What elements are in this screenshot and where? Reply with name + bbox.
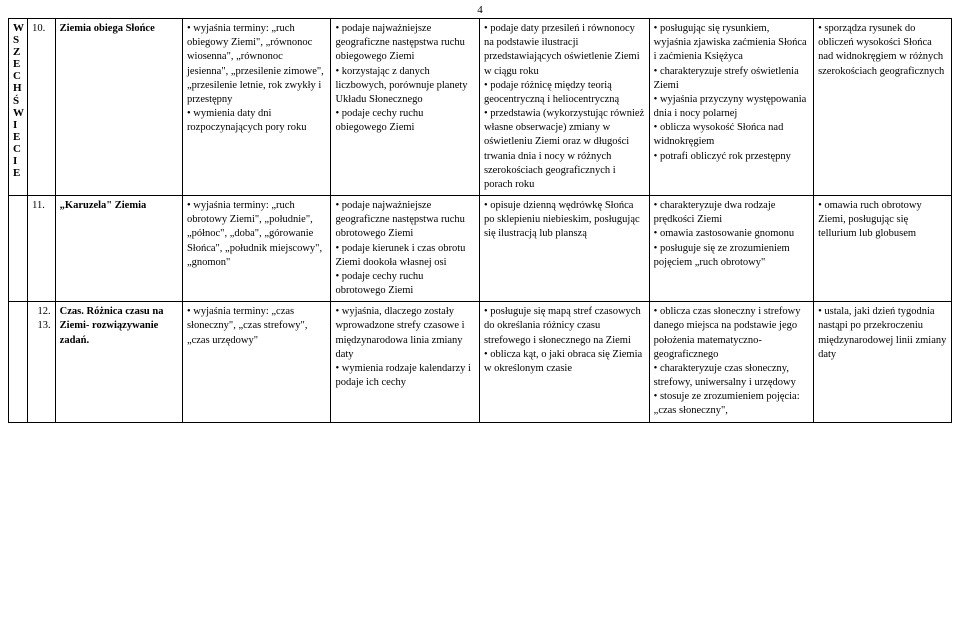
cell-col5: omawia ruch obrotowy Ziemi, posługując s… bbox=[814, 196, 952, 302]
bullet-item: posługując się rysunkiem, wyjaśnia zjawi… bbox=[654, 22, 809, 65]
bullet-item: omawia ruch obrotowy Ziemi, posługując s… bbox=[818, 199, 947, 242]
cell-col1: wyjaśnia terminy: „ruch obrotowy Ziemi",… bbox=[182, 196, 331, 302]
cell-col2: podaje najważniejsze geograficzne następ… bbox=[331, 196, 480, 302]
table-row: 12.13. Czas. Różnica czasu na Ziemi- roz… bbox=[9, 302, 952, 422]
bullet-item: omawia zastosowanie gnomonu bbox=[654, 227, 809, 241]
row-topic: Ziemia obiega Słońce bbox=[55, 19, 182, 196]
bullet-item: wyjaśnia, dlaczego zostały wprowadzone s… bbox=[335, 305, 475, 362]
empty-side bbox=[9, 302, 28, 422]
table-row: 11. „Karuzela" Ziemia wyjaśnia terminy: … bbox=[9, 196, 952, 302]
cell-col1: wyjaśnia terminy: „czas słoneczny", „cza… bbox=[182, 302, 331, 422]
cell-col4: charakteryzuje dwa rodzaje prędkości Zie… bbox=[649, 196, 813, 302]
bullet-item: podaje cechy ruchu obrotowego Ziemi bbox=[335, 270, 475, 298]
bullet-item: wymienia rodzaje kalendarzy i podaje ich… bbox=[335, 362, 475, 390]
cell-col3: opisuje dzienną wędrówkę Słońca po sklep… bbox=[479, 196, 649, 302]
bullet-item: wyjaśnia terminy: „ruch obiegowy Ziemi",… bbox=[187, 22, 327, 107]
table-row: WSZECHŚWIECIE 10. Ziemia obiega Słońce w… bbox=[9, 19, 952, 196]
topic-title: Ziemia obiega Słońce bbox=[60, 23, 155, 34]
cell-col5: sporządza rysunek do obliczeń wysokości … bbox=[814, 19, 952, 196]
bullet-item: oblicza czas słoneczny i strefowy danego… bbox=[654, 305, 809, 362]
cell-col2: podaje najważniejsze geograficzne następ… bbox=[331, 19, 480, 196]
bullet-item: charakteryzuje strefy oświetlenia Ziemi bbox=[654, 65, 809, 93]
bullet-item: wyjaśnia przyczyny występowania dnia i n… bbox=[654, 93, 809, 121]
bullet-item: ustala, jaki dzień tygodnia nastąpi po p… bbox=[818, 305, 947, 362]
bullet-item: charakteryzuje czas słoneczny, strefowy,… bbox=[654, 362, 809, 390]
section-side-label: WSZECHŚWIECIE bbox=[9, 19, 28, 196]
bullet-item: podaje kierunek i czas obrotu Ziemi dook… bbox=[335, 242, 475, 270]
row-number: 11. bbox=[28, 196, 56, 302]
bullet-item: charakteryzuje dwa rodzaje prędkości Zie… bbox=[654, 199, 809, 227]
curriculum-table: WSZECHŚWIECIE 10. Ziemia obiega Słońce w… bbox=[8, 18, 952, 423]
bullet-item: korzystając z danych liczbowych, porównu… bbox=[335, 65, 475, 108]
bullet-item: wymienia daty dni rozpoczynających pory … bbox=[187, 107, 327, 135]
topic-title: „Karuzela" Ziemia bbox=[60, 200, 147, 211]
bullet-item: opisuje dzienną wędrówkę Słońca po sklep… bbox=[484, 199, 645, 242]
row-number: 10. bbox=[28, 19, 56, 196]
bullet-item: podaje daty przesileń i równonocy na pod… bbox=[484, 22, 645, 79]
bullet-item: potrafi obliczyć rok przestępny bbox=[654, 150, 809, 164]
bullet-item: podaje najważniejsze geograficzne następ… bbox=[335, 199, 475, 242]
empty-side bbox=[9, 196, 28, 302]
cell-col4: oblicza czas słoneczny i strefowy danego… bbox=[649, 302, 813, 422]
cell-col3: podaje daty przesileń i równonocy na pod… bbox=[479, 19, 649, 196]
bullet-item: wyjaśnia terminy: „czas słoneczny", „cza… bbox=[187, 305, 327, 348]
cell-col3: posługuje się mapą stref czasowych do ok… bbox=[479, 302, 649, 422]
bullet-item: stosuje ze zrozumieniem pojęcia: „czas s… bbox=[654, 390, 809, 418]
cell-col5: ustala, jaki dzień tygodnia nastąpi po p… bbox=[814, 302, 952, 422]
bullet-item: posługuje się ze zrozumieniem pojęciem „… bbox=[654, 242, 809, 270]
row-number: 12.13. bbox=[28, 302, 56, 422]
row-topic: Czas. Różnica czasu na Ziemi- rozwiązywa… bbox=[55, 302, 182, 422]
row-topic: „Karuzela" Ziemia bbox=[55, 196, 182, 302]
bullet-item: oblicza wysokość Słońca nad widnokręgiem bbox=[654, 121, 809, 149]
cell-col4: posługując się rysunkiem, wyjaśnia zjawi… bbox=[649, 19, 813, 196]
bullet-item: podaje najważniejsze geograficzne następ… bbox=[335, 22, 475, 65]
bullet-item: wyjaśnia terminy: „ruch obrotowy Ziemi",… bbox=[187, 199, 327, 270]
cell-col2: wyjaśnia, dlaczego zostały wprowadzone s… bbox=[331, 302, 480, 422]
bullet-item: podaje cechy ruchu obiegowego Ziemi bbox=[335, 107, 475, 135]
topic-title: Czas. Różnica czasu na Ziemi- rozwiązywa… bbox=[60, 306, 164, 345]
bullet-item: posługuje się mapą stref czasowych do ok… bbox=[484, 305, 645, 348]
bullet-item: sporządza rysunek do obliczeń wysokości … bbox=[818, 22, 947, 79]
page-number: 4 bbox=[8, 4, 952, 16]
bullet-item: oblicza kąt, o jaki obraca się Ziemia w … bbox=[484, 348, 645, 376]
bullet-item: przedstawia (wykorzystując również własn… bbox=[484, 107, 645, 192]
cell-col1: wyjaśnia terminy: „ruch obiegowy Ziemi",… bbox=[182, 19, 331, 196]
bullet-item: podaje różnicę między teorią geocentrycz… bbox=[484, 79, 645, 107]
